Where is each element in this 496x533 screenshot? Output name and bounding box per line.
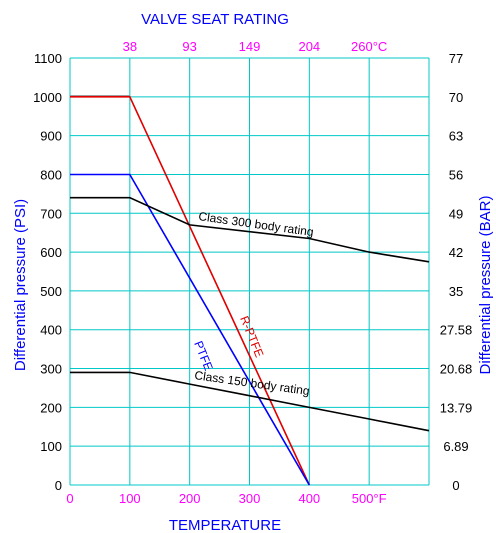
right-tick-label: 63 (449, 129, 463, 144)
left-tick-labels: 0 100 200 300 400 500 600 700 800 900 1000 1100 (33, 51, 62, 493)
y-tick-label: 200 (40, 400, 62, 415)
y-tick-label: 500 (40, 284, 62, 299)
x-axis-label: TEMPERATURE (169, 517, 281, 533)
series-line-class300 (70, 196, 430, 263)
series-label-class150: Class 150 body rating (194, 368, 311, 398)
right-tick-label: 6.89 (443, 439, 468, 454)
top-tick-label: 149 (239, 39, 261, 54)
x-tick-label: 200 (179, 491, 201, 506)
y-tick-label: 400 (40, 323, 62, 338)
right-tick-label: 20.68 (440, 362, 473, 377)
y-tick-label: 1100 (34, 51, 62, 66)
chart-title: VALVE SEAT RATING (141, 11, 289, 28)
series-line-rptfe (70, 96, 311, 486)
top-tick-label: 204 (298, 39, 320, 54)
right-tick-label: 77 (449, 51, 463, 66)
y-tick-label: 700 (40, 206, 62, 221)
x-tick-label: 300 (239, 491, 261, 506)
x-tick-labels: 0 100 200 300 400 500°F (66, 491, 386, 506)
y-tick-label: 800 (40, 167, 62, 182)
y-tick-label: 900 (40, 129, 62, 144)
top-tick-labels: 38 93 149 204 260°C (123, 39, 388, 54)
x-tick-label: 100 (119, 491, 141, 506)
series-line-class150 (70, 371, 430, 432)
y-tick-label: 300 (40, 362, 62, 377)
right-tick-label: 42 (449, 245, 463, 260)
top-tick-label: 38 (123, 39, 137, 54)
right-tick-label: 27.58 (440, 323, 473, 338)
series-lines (70, 95, 430, 486)
right-tick-label: 35 (449, 284, 463, 299)
top-tick-label: 260°C (351, 39, 387, 54)
y-tick-label: 100 (40, 439, 62, 454)
x-tick-label: 500°F (352, 491, 387, 506)
right-tick-label: 13.79 (440, 400, 473, 415)
top-tick-label: 93 (182, 39, 196, 54)
y-axis-label-right: Differential pressure (BAR) (477, 196, 494, 375)
series-line-ptfe (70, 173, 310, 486)
right-tick-label: 49 (449, 206, 463, 221)
right-tick-labels: 0 6.89 13.79 20.68 27.58 35 42 49 56 63 70 77 (440, 51, 473, 493)
y-tick-label: 600 (40, 245, 62, 260)
right-tick-label: 0 (452, 478, 459, 493)
y-tick-label: 0 (55, 478, 62, 493)
right-tick-label: 70 (449, 90, 463, 105)
right-tick-label: 56 (449, 167, 463, 182)
series-label-rptfe: R-PTFE (237, 314, 266, 359)
y-axis-label-left: Differential pressure (PSI) (12, 199, 29, 371)
x-tick-label: 0 (66, 491, 73, 506)
y-tick-label: 1000 (33, 90, 62, 105)
x-tick-label: 400 (298, 491, 320, 506)
